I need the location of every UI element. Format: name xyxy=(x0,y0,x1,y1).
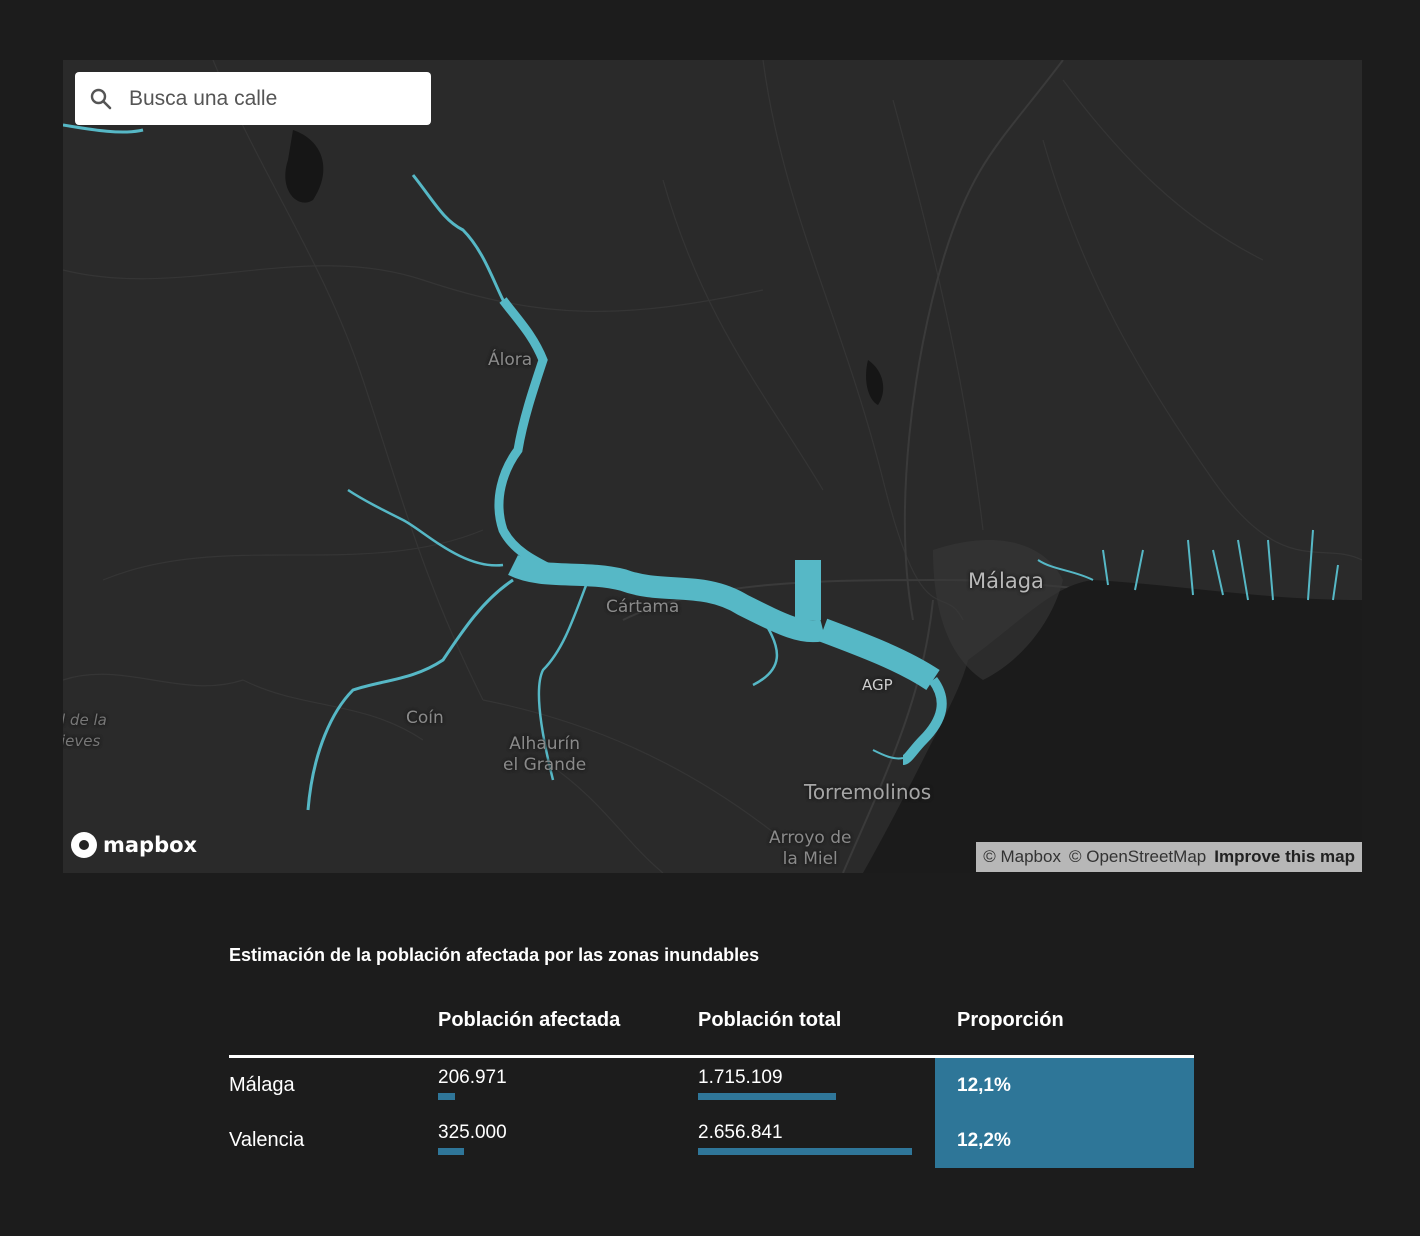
total-bar xyxy=(698,1148,912,1155)
place-label-malaga: Málaga xyxy=(968,569,1044,593)
population-stats: Estimación de la población afectada por … xyxy=(229,945,1194,1168)
total-value: 1.715.109 xyxy=(698,1067,783,1088)
total-bar xyxy=(698,1093,836,1100)
table-header-row: Población afectada Población total Propo… xyxy=(229,1009,1194,1058)
region-name: Málaga xyxy=(229,1074,295,1096)
place-label-alora: Álora xyxy=(488,350,533,370)
affected-cell: 206.971 xyxy=(438,1057,698,1114)
column-header-proportion: Proporción xyxy=(935,1009,1194,1058)
mapbox-logo-text: mapbox xyxy=(103,833,198,857)
affected-value: 206.971 xyxy=(438,1067,507,1088)
column-header-affected: Población afectada xyxy=(438,1009,698,1058)
population-table: Población afectada Población total Propo… xyxy=(229,1009,1194,1168)
proportion-value: 12,2% xyxy=(935,1113,1194,1168)
mapbox-logo-icon xyxy=(71,832,97,858)
affected-bar xyxy=(438,1093,455,1100)
affected-bar xyxy=(438,1148,464,1155)
flood-zones xyxy=(63,123,1339,811)
road-network xyxy=(63,60,1362,873)
column-header-region xyxy=(229,1009,438,1058)
search-icon xyxy=(89,87,119,111)
stats-title: Estimación de la población afectada por … xyxy=(229,945,760,965)
place-label-edge: l de la ieves xyxy=(63,711,107,750)
urban-area xyxy=(933,540,1063,680)
map-attribution: © Mapbox © OpenStreetMap Improve this ma… xyxy=(976,842,1362,872)
total-cell: 1.715.109 xyxy=(698,1057,935,1114)
attribution-osm-link[interactable]: © OpenStreetMap xyxy=(1068,847,1207,866)
attribution-mapbox-link[interactable]: © Mapbox xyxy=(983,847,1061,866)
place-label-cartama: Cártama xyxy=(606,597,680,617)
flood-map[interactable]: Álora Cártama Coín Alhaurín el Grande Má… xyxy=(63,60,1362,873)
search-box[interactable] xyxy=(75,72,431,125)
place-label-coin: Coín xyxy=(406,708,444,728)
affected-cell: 325.000 xyxy=(438,1113,698,1168)
column-header-total: Población total xyxy=(698,1009,935,1058)
proportion-value: 12,1% xyxy=(935,1056,1194,1113)
total-cell: 2.656.841 xyxy=(698,1113,935,1168)
place-label-alhaurin: Alhaurín el Grande xyxy=(503,734,587,775)
total-value: 2.656.841 xyxy=(698,1122,783,1143)
improve-map-link[interactable]: Improve this map xyxy=(1214,847,1355,866)
place-label-airport: AGP xyxy=(862,676,893,694)
reservoir-shape xyxy=(866,360,884,405)
table-row: Málaga 206.971 1.715.109 12,1% xyxy=(229,1056,1194,1114)
mapbox-logo[interactable]: mapbox xyxy=(71,832,197,858)
reservoir-shape xyxy=(285,130,324,203)
place-label-arroyo: Arroyo de la Miel xyxy=(769,828,852,869)
search-input[interactable] xyxy=(127,77,431,120)
map-canvas[interactable] xyxy=(63,60,1362,873)
place-label-torremolinos: Torremolinos xyxy=(804,780,932,804)
affected-value: 325.000 xyxy=(438,1122,507,1143)
table-row: Valencia 325.000 2.656.841 12,2% xyxy=(229,1113,1194,1168)
region-name: Valencia xyxy=(229,1129,305,1151)
